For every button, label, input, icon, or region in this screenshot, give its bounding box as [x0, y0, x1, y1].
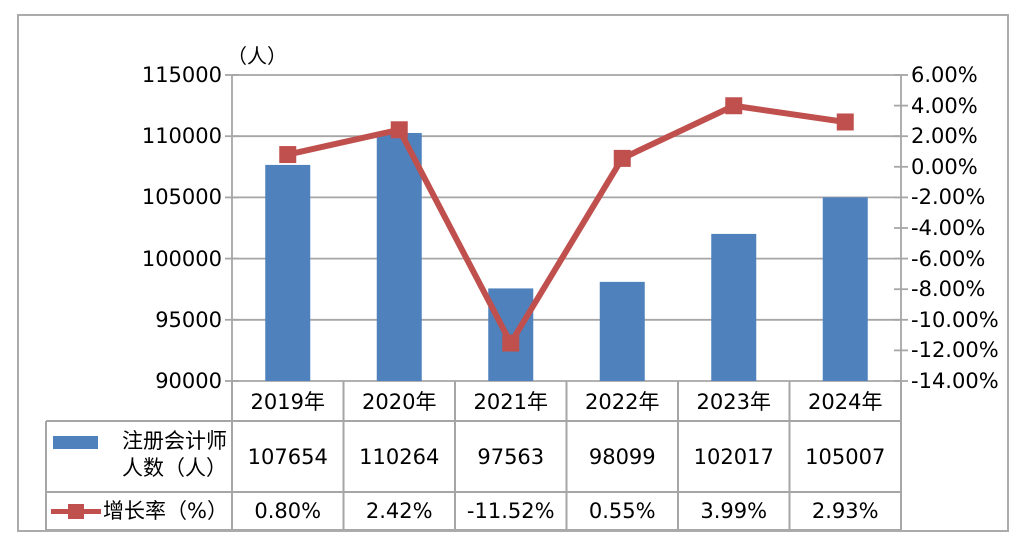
line-marker-2022年 — [613, 149, 631, 167]
y-axis-label-right: -12.00% — [911, 338, 999, 363]
bar-2023年 — [711, 233, 757, 381]
y-axis-label-right: 4.00% — [911, 93, 978, 118]
y-axis-label-right: -10.00% — [911, 307, 999, 332]
bar-2024年 — [822, 197, 868, 381]
table-value-growth: 3.99% — [700, 499, 768, 523]
legend-item-count-series: 注册会计师 人数（人） — [46, 421, 232, 492]
table-value-count: 102017 — [693, 444, 774, 469]
table-value-growth: 2.93% — [811, 499, 879, 523]
y-axis-label-left: 105000 — [141, 185, 222, 210]
bar-2022年 — [599, 281, 645, 381]
y-axis-label-left: 90000 — [155, 369, 222, 393]
table-value-growth: -11.52% — [466, 499, 555, 523]
legend-label-count: 注册会计师 人数（人） — [98, 421, 232, 482]
y-axis-label-right: 6.00% — [911, 63, 978, 87]
legend-label-growth: 增长率（%） — [103, 498, 228, 523]
line-marker-2023年 — [725, 97, 743, 115]
table-value-growth: 0.55% — [588, 499, 656, 523]
table-value-growth: 0.80% — [254, 499, 322, 523]
chart-canvas — [45, 74, 908, 530]
bar-2019年 — [265, 164, 311, 381]
line-series-legend-key — [51, 503, 101, 519]
category-label-2022: 2022年 — [585, 390, 660, 414]
category-label-2024: 2024年 — [808, 390, 883, 414]
y-axis-label-right: -14.00% — [911, 369, 999, 393]
legend-label-count-line1: 注册会计师 — [122, 429, 227, 453]
left-axis-title: （人） — [227, 44, 287, 68]
category-label-2023: 2023年 — [696, 390, 771, 414]
y-axis-label-right: -8.00% — [911, 277, 986, 302]
table-value-count: 110264 — [359, 444, 440, 469]
bar-series-legend-swatch — [53, 436, 98, 449]
table-value-count: 105007 — [805, 444, 886, 469]
line-marker-2024年 — [836, 113, 854, 131]
legend-square-marker-icon — [68, 503, 84, 519]
line-marker-2020年 — [390, 121, 408, 139]
legend-item-growth-series: 增长率（%） — [46, 492, 232, 530]
category-label-2019: 2019年 — [250, 390, 325, 414]
y-axis-label-right: 0.00% — [911, 154, 978, 179]
y-axis-label-right: -4.00% — [911, 216, 986, 240]
y-axis-label-left: 115000 — [141, 63, 222, 87]
table-value-count: 98099 — [588, 444, 656, 469]
table-value-count: 97563 — [477, 444, 545, 469]
y-axis-label-right: -6.00% — [911, 246, 986, 271]
category-label-2021: 2021年 — [473, 390, 548, 414]
y-axis-label-right: -2.00% — [911, 185, 986, 210]
line-marker-2019年 — [279, 146, 297, 164]
legend-label-count-line2: 人数（人） — [122, 456, 227, 480]
y-axis-label-left: 95000 — [155, 307, 222, 332]
line-marker-2021年 — [502, 334, 520, 352]
bar-2020年 — [376, 132, 422, 381]
y-axis-label-left: 110000 — [141, 124, 222, 149]
y-axis-label-right: 2.00% — [911, 124, 978, 149]
growth-rate-line — [287, 102, 846, 350]
category-label-2020: 2020年 — [362, 390, 437, 414]
y-axis-label-left: 100000 — [141, 246, 222, 271]
chart-frame: （人） 115000 110000 105000 100000 95000 90000 6… — [17, 14, 1009, 532]
table-value-count: 107654 — [247, 444, 328, 469]
table-value-growth: 2.42% — [365, 499, 433, 523]
